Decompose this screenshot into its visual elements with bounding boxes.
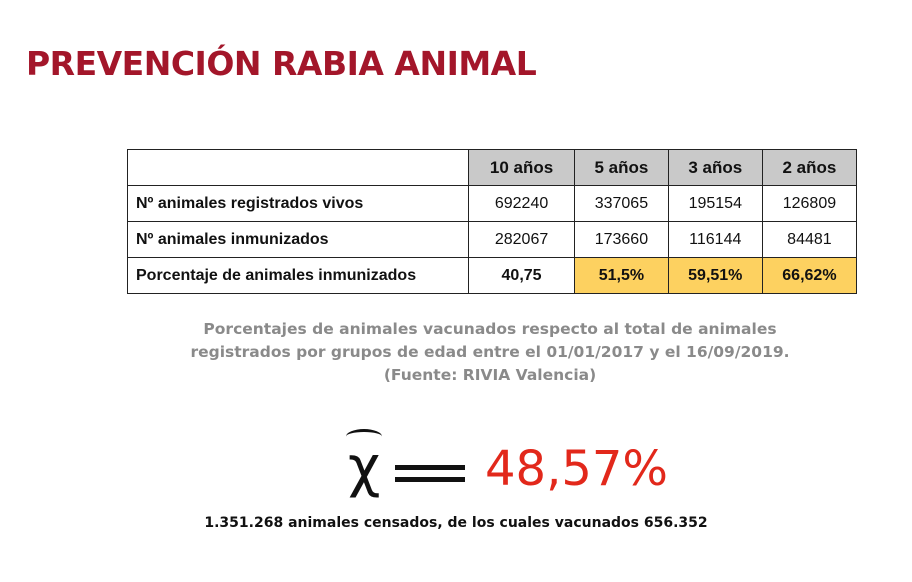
- mean-formula: χ 48,57%: [340, 425, 700, 515]
- table-row: Nº animales inmunizados 282067 173660 11…: [127, 221, 858, 258]
- highlighted-cell: 51,5%: [574, 257, 669, 294]
- header-10-years: 10 años: [467, 149, 576, 186]
- table-cell: 173660: [574, 221, 669, 258]
- table-cell: 692240: [467, 185, 576, 222]
- highlighted-cell: 59,51%: [667, 257, 763, 294]
- table-cell: 116144: [667, 221, 763, 258]
- caption-line: Porcentajes de animales vacunados respec…: [203, 320, 777, 338]
- table-row: Porcentaje de animales inmunizados 40,75…: [127, 257, 858, 294]
- caption-line: registrados por grupos de edad entre el …: [190, 343, 790, 361]
- highlighted-cell: 66,62%: [761, 257, 858, 294]
- row-label-registered: Nº animales registrados vivos: [127, 185, 469, 222]
- table-cell: 84481: [761, 221, 858, 258]
- row-label-immunized: Nº animales inmunizados: [127, 221, 469, 258]
- vaccination-table: 10 años 5 años 3 años 2 años Nº animales…: [127, 149, 858, 294]
- table-cell: 40,75: [467, 257, 576, 294]
- table-cell: 126809: [761, 185, 858, 222]
- mean-symbol: χ: [348, 435, 381, 500]
- table-cell: 337065: [574, 185, 669, 222]
- mean-bar-mark: [346, 429, 382, 444]
- table-cell: 282067: [467, 221, 576, 258]
- caption-source: (Fuente: RIVIA Valencia): [383, 366, 597, 384]
- table-header-row: 10 años 5 años 3 años 2 años: [127, 149, 858, 186]
- row-label-percentage: Porcentaje de animales inmunizados: [127, 257, 469, 294]
- equals-sign-bottom: [395, 477, 465, 482]
- table-cell: 195154: [667, 185, 763, 222]
- header-5-years: 5 años: [574, 149, 669, 186]
- table-caption: Porcentajes de animales vacunados respec…: [150, 318, 830, 387]
- header-3-years: 3 años: [667, 149, 763, 186]
- table-row: Nº animales registrados vivos 692240 337…: [127, 185, 858, 222]
- page-title: PREVENCIÓN RABIA ANIMAL: [26, 44, 537, 83]
- census-note: 1.351.268 animales censados, de los cual…: [204, 515, 708, 531]
- header-blank-cell: [127, 149, 469, 186]
- equals-sign-top: [395, 465, 465, 470]
- mean-value: 48,57%: [485, 441, 669, 497]
- header-2-years: 2 años: [761, 149, 858, 186]
